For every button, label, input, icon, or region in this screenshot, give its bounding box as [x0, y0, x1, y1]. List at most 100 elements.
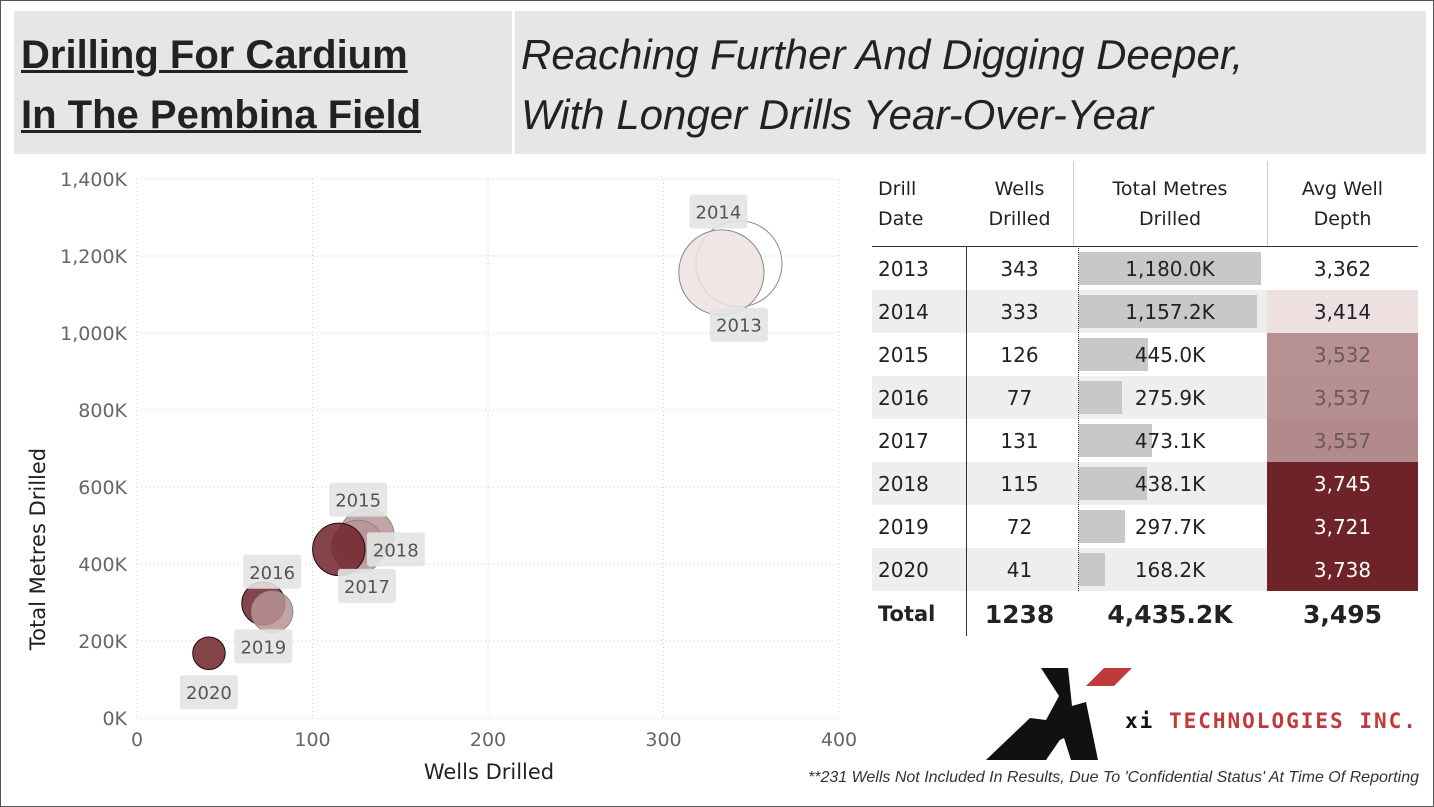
cell-total-metres: 297.7K: [1073, 505, 1267, 548]
metres-bar: [1079, 338, 1148, 371]
cell-avg-depth: 3,557: [1267, 419, 1418, 462]
metres-bar: [1079, 467, 1147, 500]
cell-total-metres: 473.1K: [1073, 419, 1267, 462]
data-label-bg: [337, 568, 396, 603]
cell-wells: 115: [1000, 471, 1039, 496]
metres-bar: [1079, 381, 1122, 414]
metres-bar: [1079, 295, 1258, 328]
data-label-bg: [689, 194, 748, 229]
x-tick-label: 100: [294, 729, 330, 751]
y-tick-label: 1,200K: [60, 246, 127, 268]
data-label-2013: 2013: [716, 316, 762, 337]
x-axis-label: Wells Drilled: [424, 760, 554, 784]
data-label-2019: 2019: [240, 637, 286, 658]
cell-wells: 343: [1000, 256, 1039, 281]
table-row[interactable]: 2014 333 1,157.2K 3,414: [872, 290, 1418, 333]
data-label-bg: [329, 482, 388, 517]
table-header: Drill Date Wells Drilled Total Metres Drill…: [872, 161, 1418, 247]
cell-wells: 126: [1000, 342, 1039, 367]
cell-avg-depth: 3,414: [1267, 290, 1418, 333]
cell-drill-date: 2016: [878, 385, 929, 410]
cell-total-metres: 275.9K: [1073, 376, 1267, 419]
y-tick-label: 400K: [78, 554, 127, 576]
cell-drill-date: 2013: [878, 256, 929, 281]
x-tick-label: 0: [131, 729, 143, 751]
cell-avg-depth: 3,362: [1267, 247, 1418, 290]
header-avg-depth[interactable]: Avg Well Depth: [1267, 161, 1418, 246]
cell-total-metres: 445.0K: [1073, 333, 1267, 376]
table-row[interactable]: 2020 41 168.2K 3,738: [872, 548, 1418, 591]
header-label: Avg Well Depth: [1301, 177, 1384, 230]
data-label-2016: 2016: [249, 563, 295, 584]
table-row[interactable]: 2019 72 297.7K 3,721: [872, 505, 1418, 548]
subtitle-panel: Reaching Further And Digging Deeper, Wit…: [515, 11, 1426, 154]
xi-logo-icon: [986, 668, 1132, 760]
metres-value: 1,157.2K: [1125, 299, 1215, 324]
cell-avg-depth: 3,537: [1267, 376, 1418, 419]
header-label: Wells Drilled: [988, 177, 1051, 230]
data-label-2015: 2015: [335, 491, 381, 512]
data-label-2020: 2020: [186, 683, 232, 704]
header-label: Total Metres Drilled: [1112, 177, 1228, 230]
cell-avg-depth: 3,738: [1267, 548, 1418, 591]
metres-value: 473.1K: [1134, 428, 1206, 453]
x-tick-label: 300: [645, 729, 681, 751]
metres-value: 445.0K: [1134, 342, 1206, 367]
total-wells: 1238: [984, 599, 1055, 629]
metres-value: 275.9K: [1134, 385, 1206, 410]
subtitle-line-1: Reaching Further And Digging Deeper,: [521, 31, 1244, 78]
metres-bar: [1079, 553, 1105, 586]
total-metres: 4,435.2K: [1107, 599, 1233, 629]
table-row[interactable]: 2016 77 275.9K 3,537: [872, 376, 1418, 419]
cell-total-metres: 1,157.2K: [1073, 290, 1267, 333]
metres-bar: [1079, 424, 1152, 457]
metres-bar: [1079, 252, 1261, 285]
metres-value: 438.1K: [1134, 471, 1206, 496]
cell-total-metres: 1,180.0K: [1073, 247, 1267, 290]
header-wells-drilled[interactable]: Wells Drilled: [966, 161, 1074, 246]
cell-total-metres: 438.1K: [1073, 462, 1267, 505]
cell-avg-depth: 3,721: [1267, 505, 1418, 548]
cell-total-metres: 168.2K: [1073, 548, 1267, 591]
bubble-2020[interactable]: [192, 636, 226, 670]
cell-wells: 77: [1006, 385, 1033, 410]
header-drill-date[interactable]: Drill Date: [872, 161, 966, 246]
y-tick-label: 1,000K: [60, 323, 127, 345]
data-label-bg: [243, 554, 302, 589]
metres-value: 297.7K: [1134, 514, 1206, 539]
logo-company: TECHNOLOGIES INC.: [1168, 709, 1418, 733]
total-depth: 3,495: [1302, 599, 1383, 629]
bubble-2014[interactable]: [678, 229, 765, 316]
bubble-chart: 0K 200K 400K 600K 800K 1,000K 1,200K 1,400K 0 100…: [26, 169, 857, 784]
y-tick-label: 0K: [102, 708, 127, 730]
table-row[interactable]: 2018 115 438.1K 3,745: [872, 462, 1418, 505]
metres-bar: [1079, 510, 1125, 543]
y-tick-label: 200K: [78, 631, 127, 653]
cell-avg-depth: 3,745: [1267, 462, 1418, 505]
cell-drill-date: 2019: [878, 514, 929, 539]
bar-baseline: [1078, 246, 1079, 591]
table-row[interactable]: 2013 343 1,180.0K 3,362: [872, 247, 1418, 290]
y-tick-label: 600K: [78, 477, 127, 499]
logo-text: xi TECHNOLOGIES INC.: [1125, 709, 1418, 733]
data-label-2017: 2017: [344, 577, 390, 598]
header-total-metres[interactable]: Total Metres Drilled: [1073, 161, 1268, 246]
column-divider: [966, 246, 967, 636]
cell-drill-date: 2015: [878, 342, 929, 367]
cell-avg-depth: 3,532: [1267, 333, 1418, 376]
subtitle-line-2: With Longer Drills Year-Over-Year: [521, 91, 1154, 138]
title-line-2: In The Pembina Field: [21, 93, 422, 137]
table-row[interactable]: 2017 131 473.1K 3,557: [872, 419, 1418, 462]
cell-drill-date: 2014: [878, 299, 929, 324]
data-label-bg: [709, 307, 768, 342]
cell-drill-date: 2018: [878, 471, 929, 496]
bubble-2016[interactable]: [250, 590, 294, 634]
metres-value: 1,180.0K: [1125, 256, 1215, 281]
cell-wells: 333: [1000, 299, 1039, 324]
x-tick-label: 200: [470, 729, 506, 751]
bubble-2018[interactable]: [312, 522, 366, 577]
data-label-2014: 2014: [696, 202, 742, 223]
table-row[interactable]: 2015 126 445.0K 3,532: [872, 333, 1418, 376]
cell-drill-date: 2020: [878, 557, 929, 582]
